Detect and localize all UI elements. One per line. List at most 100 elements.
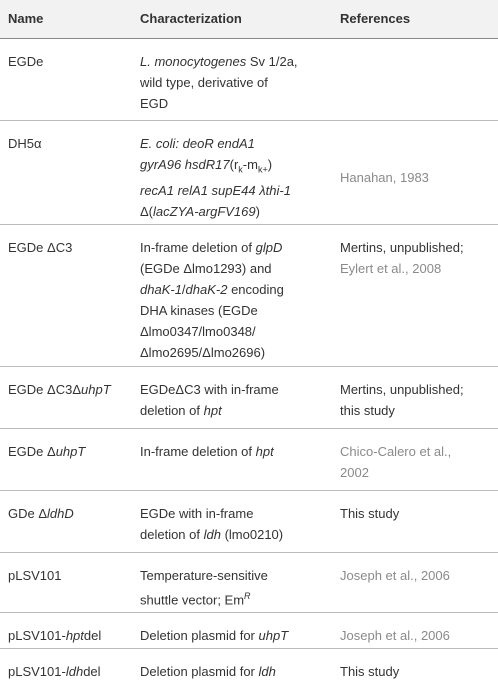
table-cell: EGDe with in-frame deletion of ldh (lmo02… [132, 490, 332, 553]
text-run: dhaK-1 [140, 281, 182, 297]
text-run: hpt [203, 402, 222, 418]
cell-line: DHA kinases (EGDe [140, 300, 332, 321]
cell-line: Deletion plasmid for uhpT [140, 625, 332, 646]
cell-line: In-frame deletion of glpD [140, 237, 332, 258]
text-run: EGDe ΔC3 [8, 239, 73, 255]
text-run: deletion of [140, 402, 204, 418]
header-cell: Characterization [132, 0, 332, 39]
table-cell: Hanahan, 1983 [332, 120, 498, 225]
cell-line: Temperature-sensitive [140, 565, 332, 586]
text-run: k [238, 164, 243, 175]
table-row: EGDe L. monocytogenes Sv 1/2a, wild type, … [0, 38, 498, 121]
text-run: EGDe with in-frame [140, 505, 254, 521]
table-row: DH5α E. coli: deoR endA1 gyrA96 hsdR17(rk-… [0, 120, 498, 225]
cell-line: wild type, derivative of [140, 72, 332, 93]
text-run: ldh [65, 663, 84, 679]
text-run: k+ [257, 164, 268, 175]
cell-line: Deletion plasmid for ldh [140, 661, 332, 682]
table-row: pLSV101-hptdel Deletion plasmid for uhpT J… [0, 612, 498, 649]
text-run: EGDe [8, 53, 44, 69]
table-cell: L. monocytogenes Sv 1/2a, wild type, deri… [132, 38, 332, 121]
text-run: ldh [258, 663, 276, 679]
cell-line: Chico-Calero et al., [340, 441, 498, 462]
cell-line: dhaK-1/dhaK-2 encoding [140, 279, 332, 300]
text-run: deletion of [140, 526, 204, 542]
text-run: R [244, 590, 251, 601]
cell-line: EGDeΔC3 with in-frame [140, 379, 332, 400]
text-run: (r [229, 156, 239, 172]
text-run: Δ( [140, 204, 154, 220]
text-run: EGDe Δ [8, 443, 56, 459]
text-run: Hanahan, 1983 [340, 169, 429, 185]
cell-line: EGDe with in-frame [140, 503, 332, 524]
text-run: This study [340, 663, 400, 679]
cell-line: EGD [140, 93, 332, 114]
cell-line: Joseph et al., 2006 [340, 565, 498, 586]
table-row: GDe ΔldhD EGDe with in-frame deletion of l… [0, 490, 498, 553]
cell-line: EGDe ΔC3 [8, 237, 132, 258]
cell-line: L. monocytogenes Sv 1/2a, [140, 51, 332, 72]
cell-line: deletion of hpt [140, 400, 332, 421]
text-run: EGD [140, 95, 169, 111]
text-run: lacZYA-argFV169 [153, 204, 256, 220]
table-cell: EGDe ΔC3ΔuhpT [0, 366, 132, 429]
table-cell: EGDeΔC3 with in-frame deletion of hpt [132, 366, 332, 429]
text-run: uhpT [81, 381, 111, 397]
text-run: del [83, 663, 101, 679]
cell-line: EGDe [8, 51, 132, 72]
table-cell: pLSV101-hptdel [0, 612, 132, 649]
text-run: GDe Δ [8, 505, 48, 521]
table-cell: pLSV101 [0, 552, 132, 613]
text-run: Δlmo2695/Δlmo2696) [140, 344, 266, 360]
cell-line: This study [340, 661, 498, 682]
text-run: Eylert et al., 2008 [340, 260, 442, 276]
text-run: Mertins, unpublished; [340, 381, 464, 397]
cell-line: pLSV101-hptdel [8, 625, 132, 646]
table-cell: This study [332, 490, 498, 553]
text-run: dhaK-2 [185, 281, 228, 297]
cell-line: Δlmo2695/Δlmo2696) [140, 342, 332, 363]
table-cell: DH5α [0, 120, 132, 225]
text-run: Δlmo0347/lmo0348/ [140, 323, 256, 339]
text-run: hpt [255, 443, 274, 459]
text-run: This study [340, 505, 400, 521]
cell-line: shuttle vector; EmR [140, 586, 332, 610]
table-row: pLSV101-ldhdel Deletion plasmid for ldh Th… [0, 648, 498, 683]
text-run: EGDe ΔC3Δ [8, 381, 81, 397]
text-run: DHA kinases (EGDe [140, 302, 258, 318]
cell-line: In-frame deletion of hpt [140, 441, 332, 462]
text-run: ) [255, 204, 260, 220]
text-run: In-frame deletion of [140, 239, 256, 255]
cell-line: E. coli: deoR endA1 [140, 133, 332, 154]
header-cell: References [332, 0, 498, 39]
table-cell: In-frame deletion of glpD (EGDe Δlmo1293)… [132, 224, 332, 367]
text-run: Joseph et al., 2006 [340, 567, 450, 583]
text-run: (lmo0210) [220, 526, 284, 542]
table-cell: Chico-Calero et al., 2002 [332, 428, 498, 491]
text-run: recA1 relA1 supE44 λthi-1 [140, 183, 291, 199]
cell-line: (EGDe Δlmo1293) and [140, 258, 332, 279]
table-cell: In-frame deletion of hpt [132, 428, 332, 491]
table-cell [332, 38, 498, 121]
table-cell: Mertins, unpublished; Eylert et al., 2008 [332, 224, 498, 367]
table-row: pLSV101 Temperature-sensitive shuttle vect… [0, 552, 498, 613]
table-cell: This study [332, 648, 498, 683]
cell-line: deletion of ldh (lmo0210) [140, 524, 332, 545]
text-run: Mertins, unpublished; [340, 239, 464, 255]
text-run: hpt [65, 627, 84, 643]
table-cell: Deletion plasmid for ldh [132, 648, 332, 683]
cell-line: Mertins, unpublished; [340, 237, 498, 258]
cell-line: Δ(lacZYA-argFV169) [140, 201, 332, 222]
text-run: pLSV101 [8, 567, 62, 583]
cell-line: This study [340, 503, 498, 524]
cell-line: recA1 relA1 supE44 λthi-1 [140, 180, 332, 201]
cell-line: this study [340, 400, 498, 421]
text-run: encoding [227, 281, 284, 297]
text-run: DH5α [8, 135, 42, 151]
text-run: uhpT [55, 443, 86, 459]
table-cell: EGDe ΔC3 [0, 224, 132, 367]
text-run: ) [267, 156, 273, 172]
cell-line: pLSV101 [8, 565, 132, 586]
